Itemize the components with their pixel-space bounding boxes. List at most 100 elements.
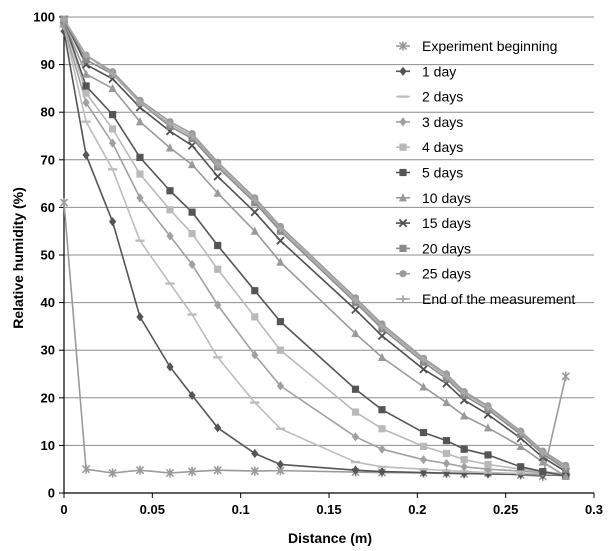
data-point bbox=[214, 160, 222, 169]
data-point bbox=[108, 138, 117, 148]
data-point bbox=[460, 411, 469, 420]
data-point bbox=[378, 466, 386, 477]
data-point bbox=[107, 168, 118, 171]
series-line bbox=[63, 19, 567, 473]
data-point bbox=[276, 318, 285, 326]
data-point bbox=[82, 150, 90, 160]
data-point bbox=[251, 448, 259, 459]
legend: Experiment beginning 1 day 2 days 3 days 4 d… bbox=[396, 38, 575, 307]
data-point bbox=[442, 458, 451, 469]
data-point bbox=[351, 296, 360, 304]
series-line bbox=[63, 31, 566, 477]
y-tick-label: 10 bbox=[41, 438, 55, 453]
legend-entry: 3 days bbox=[396, 114, 463, 130]
data-point bbox=[377, 352, 387, 361]
legend-marker bbox=[399, 168, 407, 177]
data-point bbox=[378, 406, 386, 414]
data-point bbox=[460, 462, 468, 472]
legend-marker bbox=[399, 295, 407, 303]
data-point bbox=[276, 225, 285, 233]
data-point bbox=[108, 125, 117, 133]
y-tick-label: 60 bbox=[41, 200, 55, 215]
data-point bbox=[250, 401, 260, 404]
data-point bbox=[351, 385, 360, 393]
data-point bbox=[276, 346, 285, 354]
data-point bbox=[459, 470, 469, 473]
data-point bbox=[442, 437, 451, 445]
legend-label: 15 days bbox=[422, 215, 471, 231]
legend-label: 2 days bbox=[422, 89, 463, 105]
series-line bbox=[63, 21, 566, 475]
legend-marker bbox=[399, 66, 407, 76]
y-tick-label: 20 bbox=[41, 390, 55, 405]
data-point bbox=[561, 471, 570, 480]
data-point bbox=[82, 56, 90, 64]
legend-label: 3 days bbox=[422, 114, 463, 130]
data-point bbox=[377, 331, 387, 341]
data-point bbox=[460, 456, 468, 464]
data-point bbox=[108, 217, 117, 227]
data-point bbox=[214, 241, 222, 250]
y-tick-label: 40 bbox=[41, 295, 55, 310]
data-point bbox=[81, 464, 91, 474]
data-point bbox=[419, 382, 428, 391]
data-point bbox=[378, 444, 386, 454]
y-tick-label: 90 bbox=[41, 57, 55, 72]
data-point bbox=[561, 371, 570, 381]
data-point bbox=[188, 132, 196, 140]
y-tick-label: 70 bbox=[41, 152, 55, 167]
data-point bbox=[82, 98, 90, 108]
data-point bbox=[60, 15, 68, 23]
data-point bbox=[350, 460, 361, 464]
data-point bbox=[165, 143, 175, 152]
legend-marker bbox=[398, 218, 408, 228]
y-tick-label: 0 bbox=[48, 486, 55, 501]
legend-entry: 10 days bbox=[396, 190, 471, 206]
series-line bbox=[63, 18, 567, 470]
data-point bbox=[166, 231, 174, 241]
x-tick-label: 0.15 bbox=[316, 502, 341, 517]
data-point bbox=[59, 198, 69, 208]
legend-label: 25 days bbox=[422, 266, 471, 282]
data-point bbox=[165, 282, 175, 285]
data-point bbox=[276, 381, 285, 391]
legend-entry: 15 days bbox=[396, 215, 471, 231]
series-line bbox=[63, 21, 567, 478]
data-point bbox=[251, 196, 259, 204]
series-line bbox=[63, 18, 567, 467]
data-point bbox=[166, 120, 174, 128]
data-point bbox=[442, 449, 451, 458]
x-tick-label: 0.25 bbox=[493, 502, 518, 517]
series-line bbox=[63, 26, 566, 475]
data-point bbox=[250, 207, 260, 217]
legend-label: 5 days bbox=[422, 165, 463, 181]
data-point bbox=[419, 455, 428, 465]
data-point bbox=[484, 451, 492, 459]
data-point bbox=[187, 313, 197, 316]
data-point bbox=[442, 372, 451, 380]
data-point bbox=[250, 466, 259, 476]
legend-entry: 20 days bbox=[396, 240, 471, 256]
data-point bbox=[82, 89, 90, 97]
data-point bbox=[483, 423, 493, 432]
legend-marker bbox=[399, 117, 407, 127]
x-tick-label: 0 bbox=[60, 502, 67, 517]
data-point bbox=[108, 110, 117, 119]
data-point bbox=[419, 356, 428, 364]
data-point bbox=[484, 460, 492, 469]
data-point bbox=[442, 397, 451, 407]
x-axis-title: Distance (m) bbox=[288, 530, 372, 546]
data-point bbox=[188, 229, 196, 238]
series-line bbox=[63, 21, 566, 477]
data-point bbox=[419, 365, 428, 374]
data-point bbox=[187, 159, 197, 169]
data-point bbox=[136, 99, 144, 107]
data-point bbox=[165, 468, 175, 478]
data-point bbox=[276, 459, 285, 470]
data-point bbox=[419, 442, 428, 450]
data-point bbox=[136, 153, 144, 162]
x-tick-label: 0.3 bbox=[585, 502, 603, 517]
data-point bbox=[187, 141, 197, 150]
x-tick-label: 0.2 bbox=[408, 502, 426, 517]
